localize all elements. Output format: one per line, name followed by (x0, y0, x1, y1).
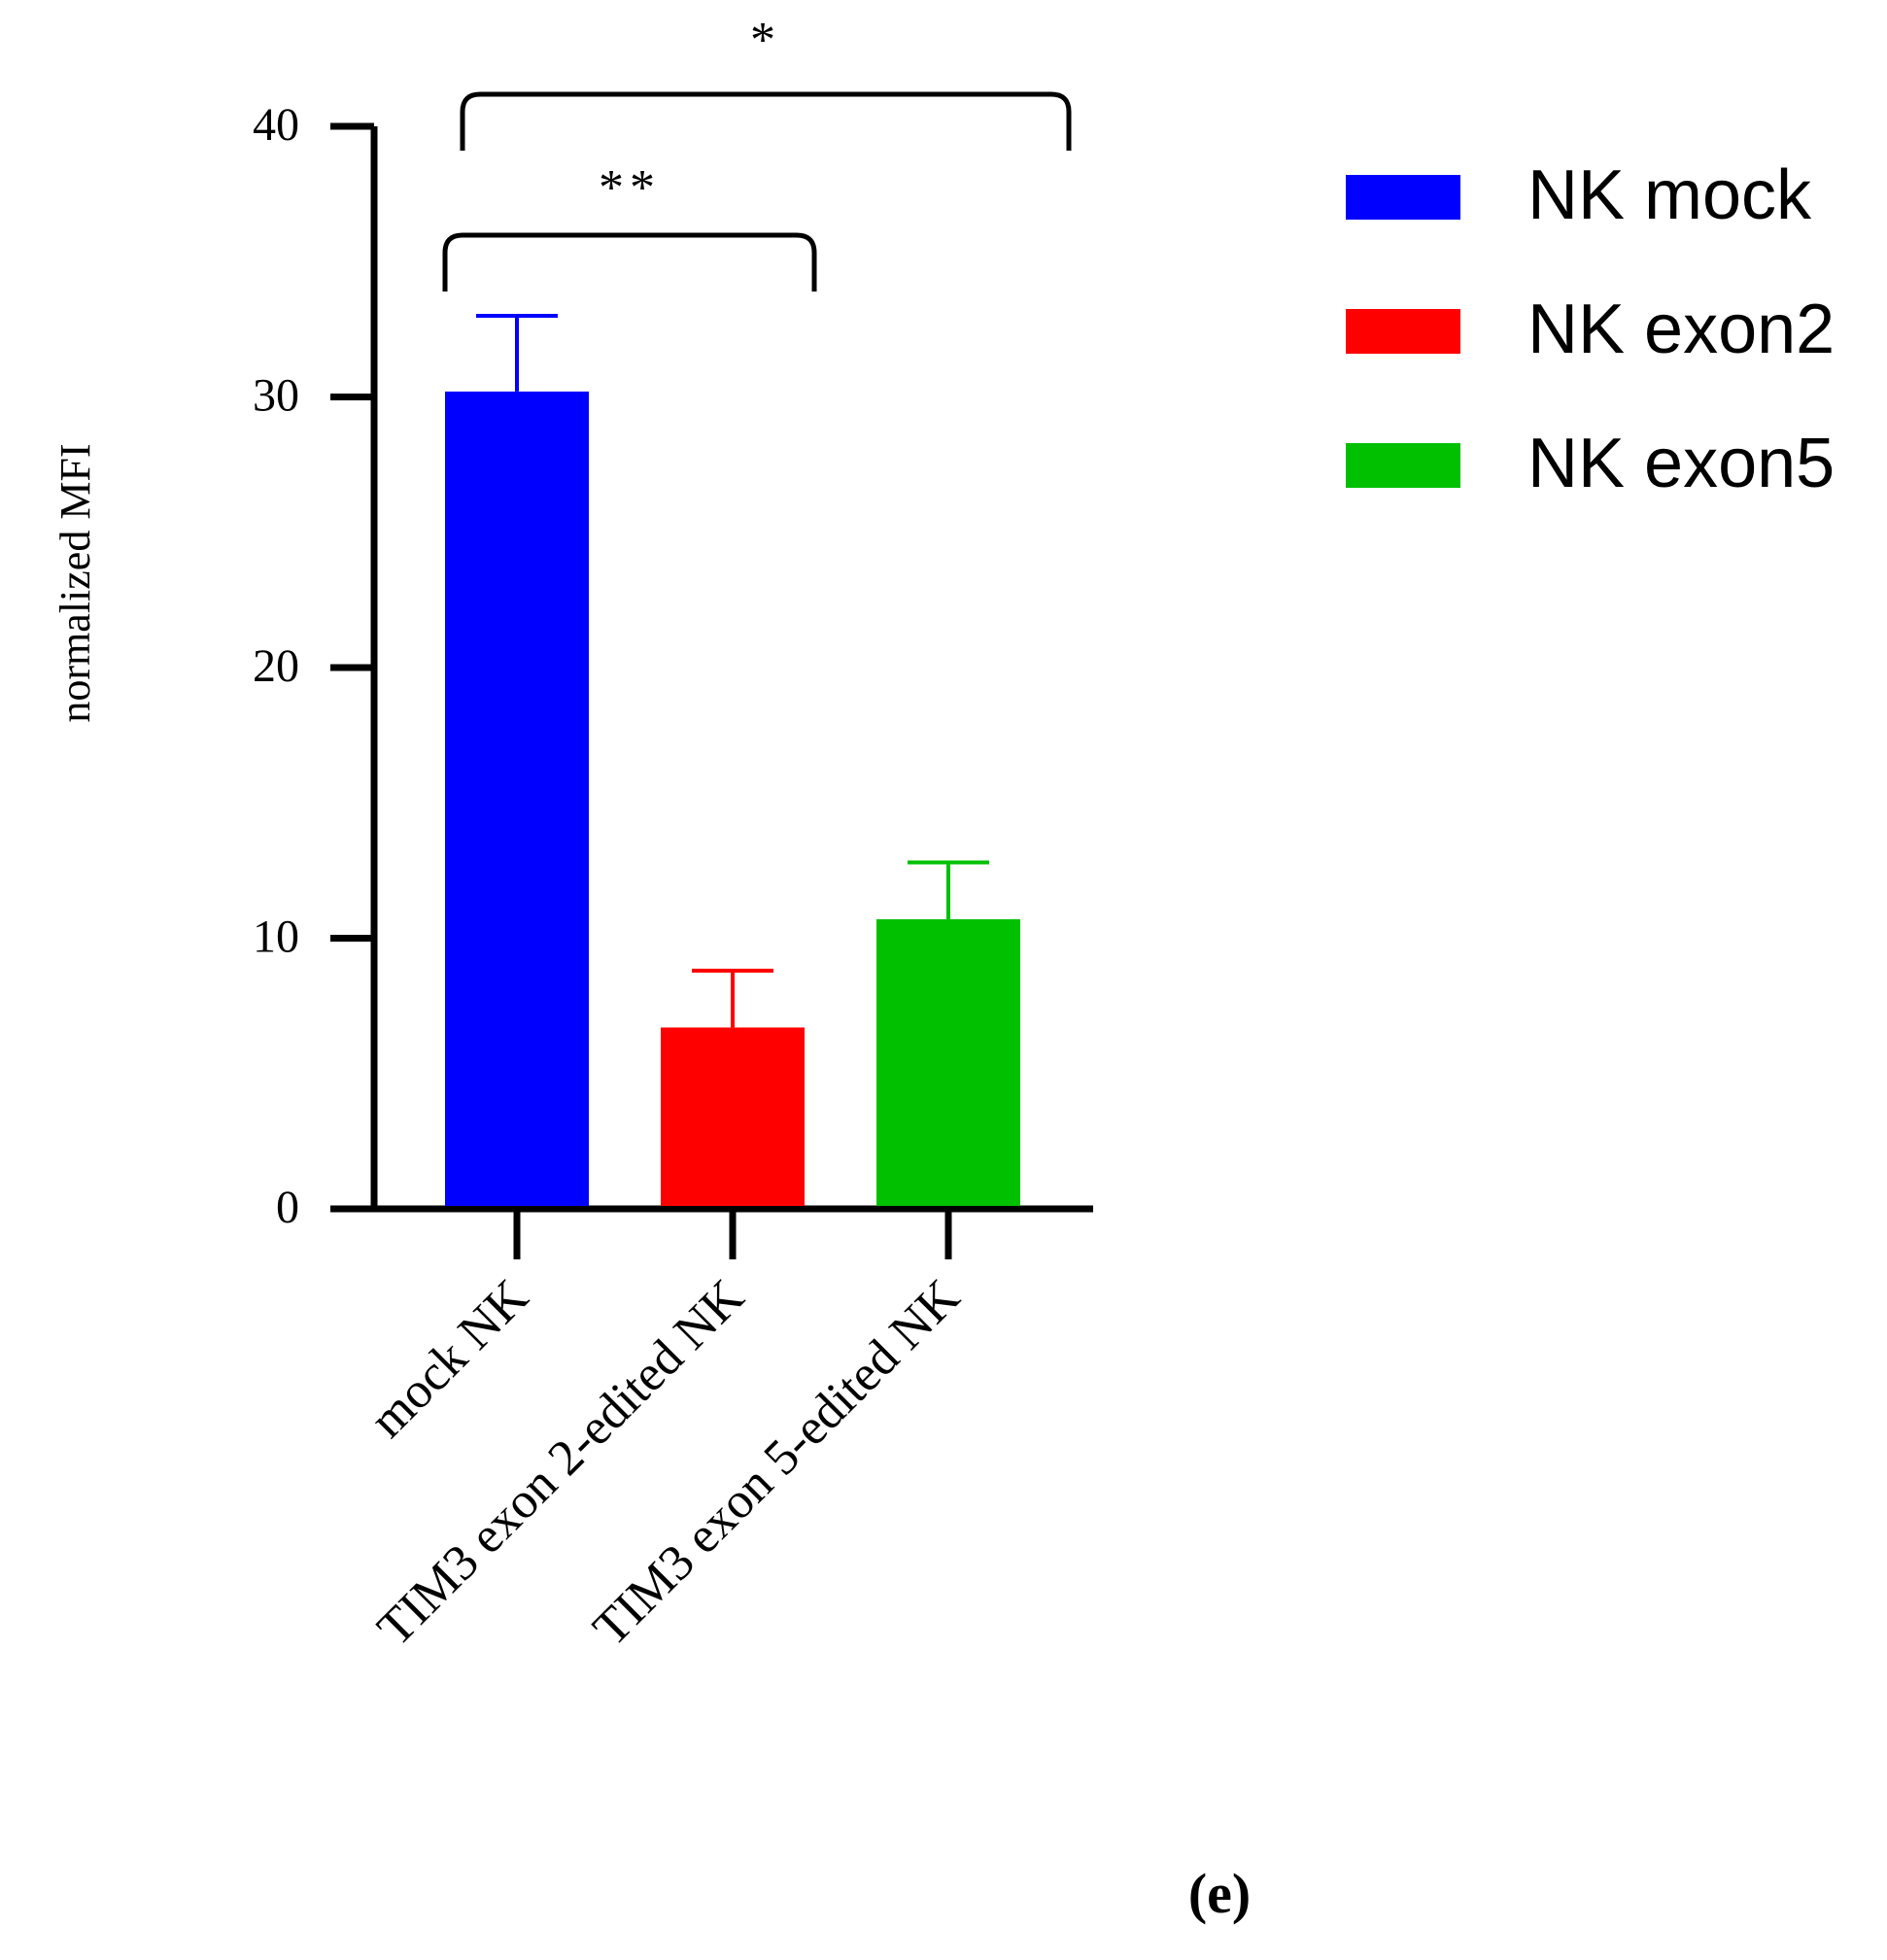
y-tick-label-10: 10 (253, 911, 299, 963)
y-ticks: 0 10 20 30 40 (253, 99, 374, 1233)
y-axis-label: normalized MFI (51, 443, 99, 722)
x-tick-label-tim3-exon-2-edited-nk: TIM3 exon 2-edited NK (367, 1269, 755, 1657)
legend-label-nk-exon5: NK exon5 (1527, 425, 1835, 502)
legend-label-nk-exon2: NK exon2 (1527, 291, 1835, 368)
x-ticks (513, 1209, 952, 1259)
panel-label: (e) (1188, 1862, 1251, 1925)
significance-bracket-1 (460, 91, 1072, 151)
legend-label-nk-mock: NK mock (1527, 156, 1812, 234)
significance-bracket-2 (442, 232, 817, 292)
x-tick-label-tim3-exon-5-edited-nk: TIM3 exon 5-edited NK (583, 1269, 971, 1657)
y-tick-label-30: 30 (253, 370, 299, 422)
x-tick-label-mock-nk: mock NK (360, 1269, 539, 1449)
bar-nk-mock (445, 391, 589, 1206)
error-bars (476, 313, 989, 1028)
legend-swatch-nk-mock (1346, 175, 1460, 220)
significance-label-2: ** (599, 160, 661, 216)
bar-nk-exon5 (876, 919, 1020, 1206)
significance-brackets: *** (442, 13, 1072, 292)
y-tick-label-0: 0 (276, 1182, 299, 1233)
bar-nk-exon2 (661, 1027, 805, 1206)
y-tick-label-40: 40 (253, 99, 299, 151)
legend-swatch-nk-exon5 (1346, 443, 1460, 488)
legend-swatch-nk-exon2 (1346, 309, 1460, 354)
y-tick-label-20: 20 (253, 640, 299, 692)
legend: NK mock NK exon2 NK exon5 (1346, 156, 1835, 502)
significance-label-1: * (750, 13, 781, 68)
bars (445, 391, 1020, 1206)
